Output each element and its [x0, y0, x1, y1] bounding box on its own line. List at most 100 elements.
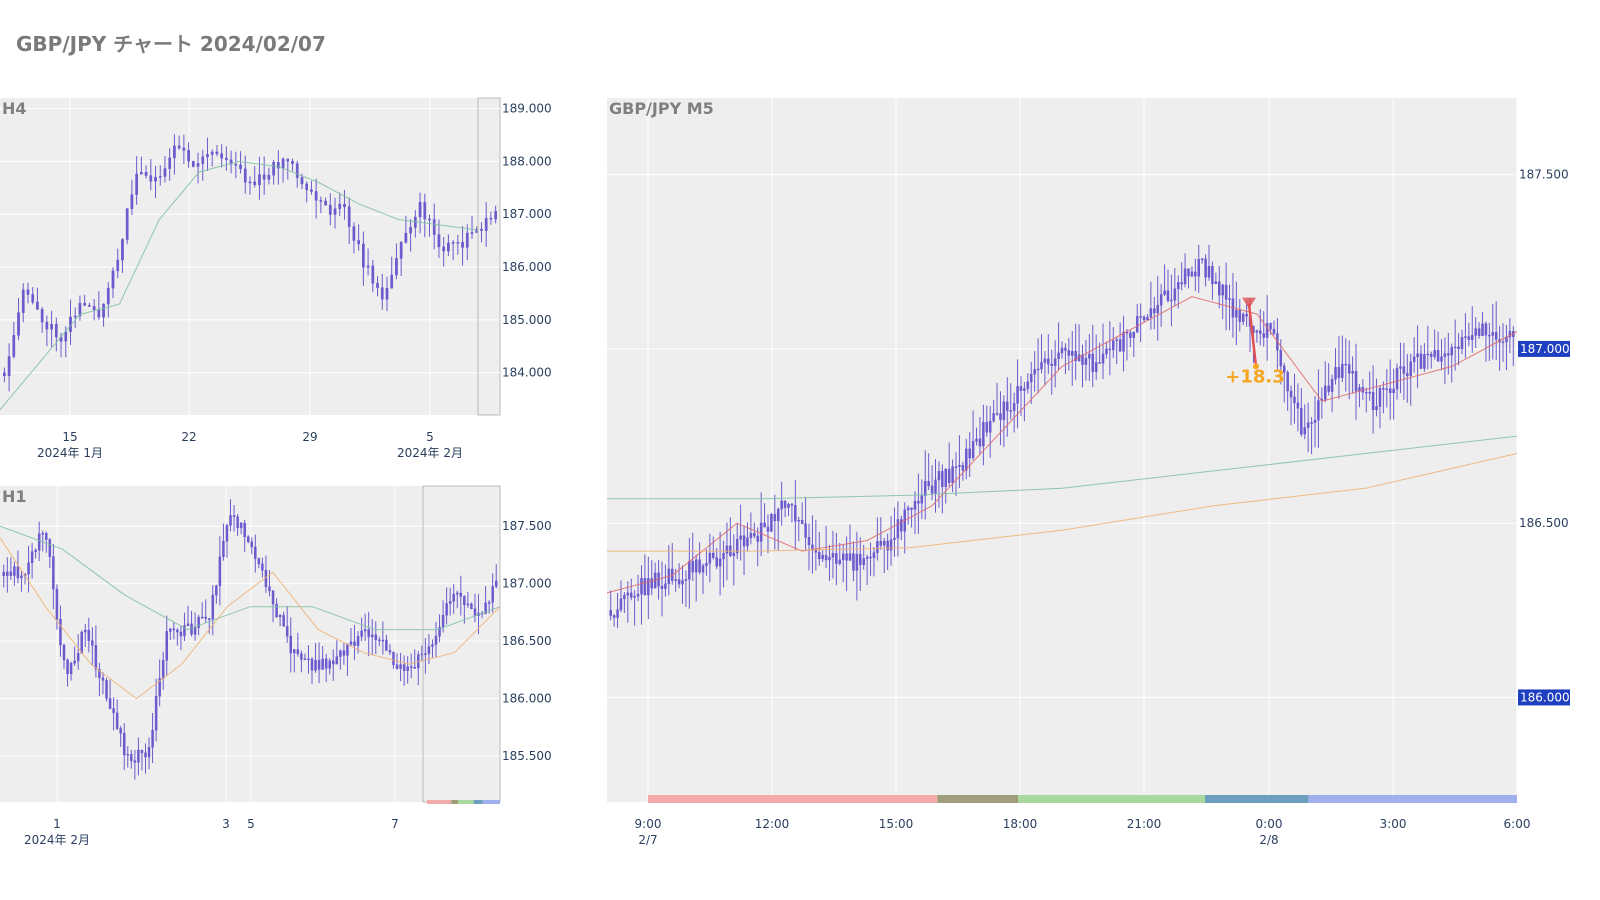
candle-body: [773, 514, 777, 522]
candle-body: [319, 200, 323, 202]
candle-body: [650, 578, 653, 589]
candle-body: [40, 309, 44, 323]
candle-body: [324, 658, 328, 669]
x-tick-label: 7: [391, 817, 399, 831]
candle-body: [1262, 333, 1265, 338]
candle-body: [211, 594, 215, 620]
candle-body: [845, 553, 848, 561]
candle-body: [137, 749, 140, 763]
candle-body: [1132, 331, 1136, 339]
x-tick-label: 22: [181, 430, 196, 444]
candle-body: [828, 556, 831, 561]
candle-body: [807, 537, 811, 546]
candle-body: [1098, 362, 1101, 364]
candle-body: [191, 160, 195, 167]
candle-body: [248, 181, 252, 184]
candle-body: [328, 660, 331, 669]
candle-body: [388, 650, 392, 653]
candle-body: [367, 629, 370, 638]
candle-body: [494, 210, 497, 220]
candle-body: [376, 282, 379, 288]
candle-body: [119, 728, 122, 734]
candle-body: [409, 666, 413, 668]
candle-body: [1197, 259, 1201, 277]
x-tick-sublabel: 2024年 2月: [397, 446, 463, 460]
candle-body: [335, 656, 339, 665]
candle-body: [930, 485, 934, 494]
x-tick-label: 21:00: [1127, 817, 1162, 831]
candle-body: [172, 628, 176, 631]
candle-body: [480, 228, 483, 231]
candle-body: [1412, 356, 1416, 362]
candle-body: [140, 171, 143, 175]
chart-panel-2: 187.500 187.000 186.500 186.000 185.500 1 2024…: [0, 485, 552, 847]
candle-body: [1129, 332, 1132, 339]
candle-body: [1084, 358, 1088, 365]
candle-body: [1371, 392, 1375, 411]
candle-body: [1006, 401, 1009, 411]
candle-body: [378, 639, 381, 642]
candle-body: [380, 287, 384, 300]
candle-body: [1002, 401, 1006, 420]
candle-body: [105, 680, 108, 699]
candle-body: [21, 289, 25, 313]
candle-body: [1067, 350, 1071, 356]
moving-average-line: [606, 296, 1518, 594]
session-bar-segment: [427, 800, 452, 804]
session-bar-segment: [1205, 795, 1309, 803]
candle-body: [968, 448, 971, 459]
candle-body: [54, 324, 58, 338]
candle-body: [140, 749, 144, 754]
candle-body: [1310, 422, 1313, 424]
candle-body: [346, 644, 349, 656]
trade-line: [1247, 303, 1258, 367]
candle-body: [1142, 316, 1146, 321]
candle-body: [418, 202, 422, 218]
candle-body: [246, 536, 250, 543]
candle-body: [239, 164, 242, 170]
candle-body: [197, 616, 200, 628]
candle-body: [763, 522, 766, 528]
candle-body: [900, 519, 903, 532]
y-tick-label: 187.000: [1520, 342, 1570, 356]
candle-body: [135, 173, 138, 195]
candle-body: [83, 302, 87, 306]
candle-body: [399, 664, 402, 669]
candle-body: [1125, 331, 1129, 334]
candle-body: [186, 623, 190, 626]
candle-body: [1296, 402, 1300, 409]
candle-body: [342, 650, 346, 656]
candle-body: [20, 575, 23, 579]
candle-body: [317, 659, 321, 670]
candle-body: [1211, 266, 1214, 285]
candle-body: [612, 615, 616, 618]
candle-body: [715, 557, 718, 567]
candle-body: [934, 479, 937, 494]
session-bar-segment: [473, 800, 483, 804]
candle-body: [307, 658, 310, 661]
candle-body: [395, 258, 398, 276]
candle-body: [1224, 284, 1228, 300]
candle-body: [1419, 353, 1423, 369]
x-tick-label: 15:00: [879, 817, 914, 831]
candle-body: [1416, 353, 1419, 358]
y-tick-label: 187.500: [1519, 168, 1569, 182]
candle-body: [742, 535, 746, 547]
candle-body: [243, 522, 246, 538]
candle-body: [982, 421, 985, 447]
chart-panel-1: 189.000 188.000 187.000 186.000 185.000 184.0…: [0, 97, 552, 460]
candle-body: [1423, 354, 1426, 369]
candle-body: [55, 588, 59, 620]
candle-body: [200, 616, 204, 619]
candle-body: [187, 150, 190, 162]
session-bar-segment: [451, 800, 459, 804]
candle-body: [193, 627, 197, 635]
candle-body: [1023, 388, 1026, 391]
candle-body: [855, 553, 859, 571]
candle-body: [220, 153, 224, 159]
candle-body: [339, 650, 342, 657]
candle-body: [179, 631, 183, 637]
candle-body: [448, 601, 452, 604]
candle-body: [87, 629, 91, 641]
candle-body: [452, 593, 455, 602]
